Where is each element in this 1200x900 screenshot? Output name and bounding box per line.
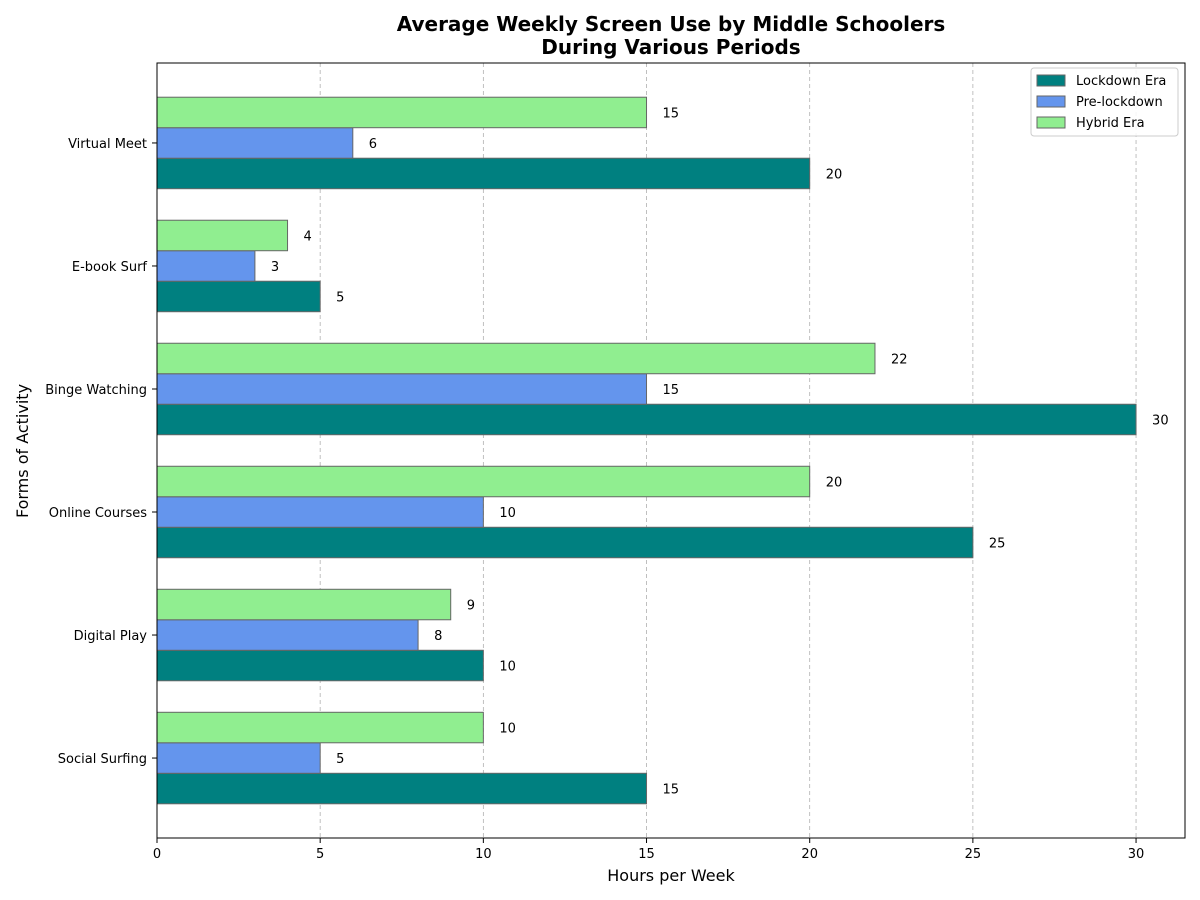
x-tick-label: 20 bbox=[801, 847, 818, 862]
bar-value-label: 30 bbox=[1152, 413, 1169, 428]
bar-pre-lockdown-social-surfing bbox=[156, 742, 321, 774]
y-axis-label: Forms of Activity bbox=[13, 384, 32, 518]
bar-pre-lockdown-online-courses bbox=[156, 496, 484, 528]
bar-value-label: 20 bbox=[826, 167, 843, 182]
x-tick-label: 30 bbox=[1128, 847, 1145, 862]
y-tick-label: Virtual Meet bbox=[68, 137, 147, 152]
bar-value-label: 10 bbox=[499, 722, 516, 737]
bar-lockdown-era-virtual-meet bbox=[156, 157, 811, 190]
y-tick-label: Binge Watching bbox=[45, 383, 147, 398]
bar-value-label: 15 bbox=[663, 383, 680, 398]
bar-value-label: 6 bbox=[369, 137, 377, 152]
grid-lines bbox=[156, 63, 1137, 838]
legend: Lockdown Era Pre-lockdown Hybrid Era bbox=[1030, 67, 1179, 137]
y-tick-label: Social Surfing bbox=[58, 752, 147, 767]
legend-label: Pre-lockdown bbox=[1076, 95, 1163, 110]
legend-label: Hybrid Era bbox=[1076, 116, 1145, 131]
y-tick-label: Online Courses bbox=[49, 506, 147, 521]
bar-value-label: 5 bbox=[336, 290, 344, 305]
bar-value-label: 15 bbox=[663, 783, 680, 798]
bar-hybrid-era-online-courses bbox=[156, 465, 811, 498]
bar-value-label: 4 bbox=[304, 229, 312, 244]
legend-swatch bbox=[1036, 74, 1066, 87]
x-tick-label: 5 bbox=[316, 847, 324, 862]
bar-value-label: 10 bbox=[499, 660, 516, 675]
bar-value-label: 25 bbox=[989, 537, 1006, 552]
x-axis-label: Hours per Week bbox=[607, 866, 735, 885]
legend-swatch bbox=[1036, 116, 1066, 129]
bar-value-label: 10 bbox=[499, 506, 516, 521]
bar-value-label: 3 bbox=[271, 260, 279, 275]
axes: 0 5 10 15 20 25 30 Social Surfing Digital Play On… bbox=[45, 62, 1186, 862]
bars bbox=[156, 96, 1137, 805]
x-tick-label: 15 bbox=[638, 847, 655, 862]
y-tick-label: E-book Surf bbox=[72, 260, 148, 275]
x-tick-label: 25 bbox=[965, 847, 982, 862]
bar-value-label: 15 bbox=[663, 106, 680, 121]
bar-pre-lockdown-e-book-surf bbox=[156, 250, 256, 282]
bar-lockdown-era-online-courses bbox=[156, 526, 974, 559]
bar-lockdown-era-social-surfing bbox=[156, 772, 648, 805]
bar-pre-lockdown-binge-watching bbox=[156, 373, 648, 405]
chart-title-line-1: Average Weekly Screen Use by Middle Scho… bbox=[397, 12, 946, 36]
bar-value-label: 8 bbox=[434, 629, 442, 644]
bar-pre-lockdown-digital-play bbox=[156, 619, 419, 651]
legend-swatch bbox=[1036, 95, 1066, 108]
bar-lockdown-era-binge-watching bbox=[156, 403, 1137, 436]
bar-lockdown-era-e-book-surf bbox=[156, 280, 321, 313]
legend-label: Lockdown Era bbox=[1076, 74, 1166, 89]
plot-frame bbox=[156, 62, 1186, 839]
bar-hybrid-era-binge-watching bbox=[156, 342, 876, 375]
bar-hybrid-era-digital-play bbox=[156, 588, 452, 621]
bar-value-label: 22 bbox=[891, 352, 908, 367]
bar-value-label: 5 bbox=[336, 752, 344, 767]
x-tick-label: 0 bbox=[153, 847, 161, 862]
y-tick-label: Digital Play bbox=[74, 629, 148, 644]
bar-pre-lockdown-virtual-meet bbox=[156, 127, 354, 159]
bar-hybrid-era-social-surfing bbox=[156, 711, 484, 744]
legend-box bbox=[1030, 67, 1179, 137]
bar-value-label: 20 bbox=[826, 476, 843, 491]
chart-title-line-2: During Various Periods bbox=[541, 35, 800, 59]
bar-hybrid-era-e-book-surf bbox=[156, 219, 289, 252]
bar-value-label: 9 bbox=[467, 599, 475, 614]
x-tick-label: 10 bbox=[475, 847, 492, 862]
bar-hybrid-era-virtual-meet bbox=[156, 96, 648, 129]
bar-lockdown-era-digital-play bbox=[156, 649, 484, 682]
